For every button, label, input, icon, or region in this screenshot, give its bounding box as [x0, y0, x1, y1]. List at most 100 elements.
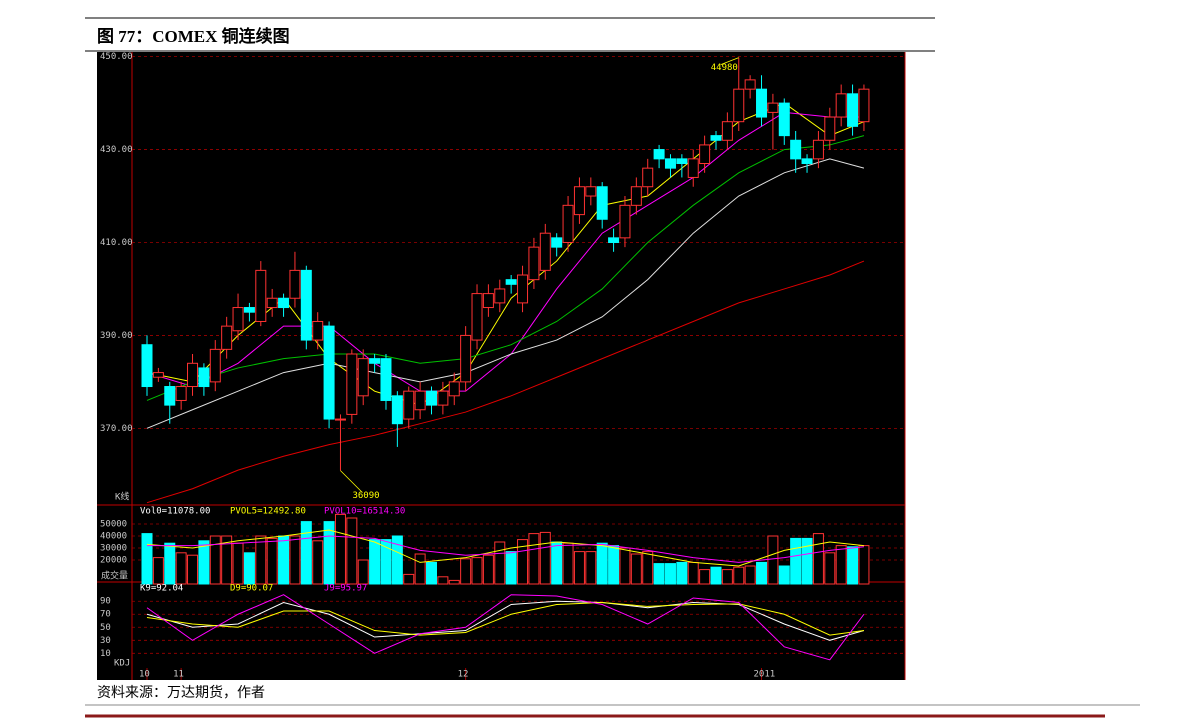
candle-body [790, 139, 802, 160]
volume-bar [152, 557, 164, 585]
candle-body [619, 204, 631, 239]
source-note: 资料来源：万达期货，作者 [97, 684, 265, 701]
volume-bar [653, 563, 665, 585]
volume-bar [630, 553, 642, 585]
indicator-header: PVOL5=12492.80 [230, 507, 306, 517]
candle-body [733, 88, 745, 123]
candle-body [812, 139, 824, 160]
candle-body [471, 293, 483, 341]
y-tick-label: 430.00 [100, 145, 133, 155]
panel-label: 成交量 [101, 570, 128, 582]
volume-bar [858, 545, 870, 585]
candle-body [312, 320, 324, 341]
y-tick-label: 410.00 [100, 238, 133, 248]
candle-body [756, 88, 768, 118]
y-tick-label: 70 [100, 610, 111, 620]
volume-bar [460, 558, 472, 585]
candle-body [847, 93, 859, 127]
candle-body [835, 93, 847, 118]
candle-body [494, 288, 506, 304]
candle-body [175, 386, 187, 401]
candle-body [517, 274, 529, 304]
candle-body [551, 237, 563, 248]
volume-bar [687, 561, 699, 585]
candle-body [289, 269, 301, 299]
volume-bar [448, 579, 460, 585]
kdj-line [146, 600, 865, 641]
y-tick-label: 50000 [100, 520, 127, 530]
annotation-leader [720, 57, 739, 65]
volume-bar [664, 563, 676, 585]
volume-bar [209, 535, 221, 585]
candle-body [266, 297, 278, 309]
x-tick-label: 10 [139, 670, 150, 680]
candle-body [323, 325, 335, 420]
volume-bar [699, 569, 711, 585]
volume-bar [323, 521, 335, 585]
candle-body [164, 386, 176, 406]
volume-bar [608, 545, 620, 585]
volume-bar [414, 553, 426, 585]
volume-bar [801, 537, 813, 585]
candle-body [221, 325, 233, 350]
candle-body [858, 88, 870, 123]
panel-label: K线 [115, 491, 129, 503]
indicator-header: D9=90.07 [230, 584, 273, 594]
panel-label: KDJ [114, 659, 130, 669]
y-tick-label: 390.00 [100, 331, 133, 341]
y-tick-label: 40000 [100, 532, 127, 542]
candle-body [653, 149, 665, 160]
annotation-leader [340, 470, 363, 493]
volume-bar [300, 521, 312, 585]
indicator-header: Vol0=11078.00 [140, 507, 210, 517]
y-tick-label: 20000 [100, 556, 127, 566]
y-tick-label: 30 [100, 636, 111, 646]
volume-bar [676, 561, 688, 585]
candle-body [255, 269, 267, 322]
volume-bar [562, 542, 574, 585]
candle-body [585, 186, 597, 197]
volume-bar [255, 535, 267, 585]
moving-average [146, 158, 865, 429]
volume-bar [391, 535, 403, 585]
candle-body [699, 144, 711, 165]
volume-bar [733, 566, 745, 585]
volume-bar [426, 561, 437, 585]
candle-body [437, 390, 449, 406]
candle-body [824, 116, 836, 141]
volume-bar [471, 557, 483, 585]
volume-bar [232, 542, 244, 585]
volume-bar [403, 573, 415, 585]
volume-bar [573, 551, 585, 585]
volume-bar [517, 539, 529, 585]
volume-bar [266, 537, 278, 585]
candle-body [300, 269, 312, 341]
volume-bar [141, 533, 153, 585]
candle-body [369, 358, 381, 364]
volume-bar [824, 552, 836, 585]
candle-body [198, 367, 210, 388]
moving-average [146, 135, 865, 401]
volume-bar [221, 535, 233, 585]
volume-bar [346, 517, 358, 585]
volume-bar [494, 541, 506, 585]
volume-bar [175, 552, 187, 585]
moving-average [146, 102, 865, 406]
y-tick-label: 450.00 [100, 52, 133, 62]
candle-body [426, 390, 437, 406]
candle-body [528, 246, 540, 281]
indicator-header: PVOL10=16514.30 [324, 507, 405, 517]
candle-body [357, 358, 369, 397]
volume-bar [164, 542, 176, 585]
candle-body [596, 186, 608, 220]
candle-body [380, 358, 392, 401]
volume-bar [812, 533, 824, 585]
candle-body [460, 334, 472, 383]
figure-title: 图 77：COMEX 铜连续图 [97, 26, 290, 46]
volume-bar [835, 545, 847, 585]
candle-body [801, 158, 813, 165]
y-tick-label: 10 [100, 649, 111, 659]
volume-bar [369, 539, 381, 585]
volume-bar [243, 552, 255, 585]
volume-bar [528, 533, 540, 585]
